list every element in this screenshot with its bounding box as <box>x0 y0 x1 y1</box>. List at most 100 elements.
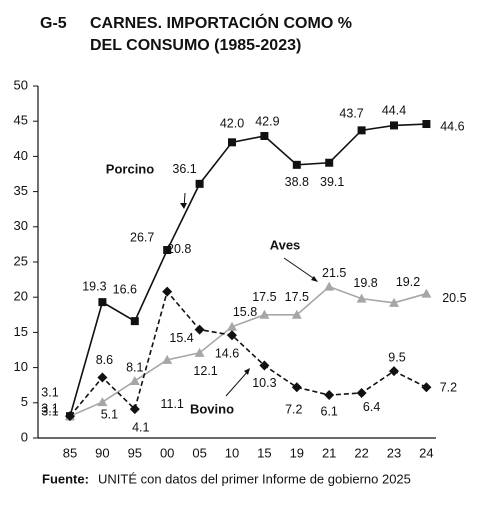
data-label: 5.1 <box>101 407 118 421</box>
data-label: 3.1 <box>41 401 58 415</box>
y-tick-label: 15 <box>14 324 28 339</box>
x-tick-label: 10 <box>225 445 239 460</box>
marker <box>356 293 367 303</box>
marker <box>97 372 108 383</box>
arrow-head <box>311 276 318 282</box>
marker <box>291 382 302 393</box>
x-tick-label: 00 <box>160 445 174 460</box>
marker <box>325 158 334 167</box>
source-label: Fuente: <box>42 471 89 486</box>
data-label: 43.7 <box>339 107 363 121</box>
y-tick-label: 30 <box>14 218 28 233</box>
data-label: 19.2 <box>396 275 420 289</box>
series-line <box>69 285 427 417</box>
marker <box>129 375 140 385</box>
data-label: 11.1 <box>160 397 183 411</box>
marker <box>227 330 237 341</box>
marker <box>324 390 335 401</box>
y-tick-label: 50 <box>14 77 28 92</box>
data-label: 26.7 <box>130 230 154 244</box>
marker <box>422 120 431 129</box>
x-tick-label: 22 <box>354 445 368 460</box>
x-tick-label: 24 <box>419 445 433 460</box>
y-tick-label: 40 <box>14 148 28 163</box>
chart-title: CARNES. IMPORTACIÓN COMO % <box>90 13 352 32</box>
data-label: 15.8 <box>233 305 257 319</box>
marker <box>421 288 432 298</box>
data-label: 21.5 <box>322 266 346 280</box>
data-label: 42.0 <box>220 117 244 131</box>
marker <box>98 298 107 307</box>
data-label: 20.8 <box>167 242 191 256</box>
marker <box>227 321 237 331</box>
marker <box>228 138 236 147</box>
arrow <box>225 369 250 397</box>
data-label: 17.5 <box>252 290 276 304</box>
marker <box>194 347 205 357</box>
data-label: 38.8 <box>285 175 309 189</box>
series-line <box>69 289 427 417</box>
x-tick-label: 21 <box>322 445 336 460</box>
data-label: 9.5 <box>388 350 405 364</box>
data-label: 16.6 <box>113 282 137 296</box>
marker <box>162 286 173 297</box>
chart-title: DEL CONSUMO (1985-2023) <box>90 37 301 54</box>
source: UNITÉ con datos del primer Informe de go… <box>98 471 411 486</box>
marker <box>259 309 270 319</box>
data-label: 12.1 <box>193 364 217 378</box>
marker <box>292 160 301 169</box>
data-label: 8.6 <box>96 353 113 367</box>
marker <box>421 382 432 393</box>
y-tick-label: 25 <box>14 253 28 268</box>
marker <box>389 297 399 307</box>
marker <box>356 387 367 398</box>
x-tick-label: 85 <box>63 445 77 460</box>
data-label: 14.6 <box>215 347 239 361</box>
data-label: 3.1 <box>41 404 58 418</box>
data-label: 36.1 <box>172 162 196 176</box>
y-tick-label: 20 <box>14 289 28 304</box>
data-label: 17.5 <box>285 290 309 304</box>
data-label: 10.3 <box>252 376 276 390</box>
marker <box>97 397 108 407</box>
data-label: 4.1 <box>132 420 149 434</box>
series-line <box>69 123 427 417</box>
data-label: 44.6 <box>440 119 464 133</box>
data-label: 19.3 <box>82 279 106 293</box>
data-label: 6.1 <box>321 404 338 418</box>
data-label: 44.4 <box>382 104 406 118</box>
series-name: Bovino <box>190 401 234 416</box>
marker <box>195 179 204 188</box>
data-label: 6.4 <box>363 400 380 414</box>
x-tick-label: 23 <box>387 445 401 460</box>
series-name: Porcino <box>106 161 154 176</box>
data-label: 7.2 <box>440 381 457 395</box>
marker <box>259 360 270 371</box>
data-label: 3.1 <box>41 385 58 399</box>
x-tick-label: 95 <box>128 445 142 460</box>
y-tick-label: 0 <box>21 429 28 444</box>
y-tick-label: 35 <box>14 183 28 198</box>
data-label: 8.1 <box>126 360 143 374</box>
marker <box>389 366 399 377</box>
marker <box>163 246 172 255</box>
x-tick-label: 15 <box>257 445 271 460</box>
data-label: 7.2 <box>285 403 302 417</box>
marker <box>194 324 205 335</box>
y-tick-label: 5 <box>21 394 28 409</box>
x-tick-label: 19 <box>290 445 304 460</box>
marker <box>324 281 335 291</box>
marker <box>291 309 302 319</box>
x-tick-label: 05 <box>192 445 206 460</box>
marker <box>65 411 75 422</box>
data-label: 19.8 <box>353 276 377 290</box>
marker <box>390 121 398 130</box>
x-tick-label: 90 <box>95 445 109 460</box>
marker <box>130 317 139 326</box>
y-tick-label: 45 <box>14 113 28 128</box>
arrow <box>283 257 317 281</box>
chart-label: G-5 <box>40 15 67 32</box>
marker <box>129 404 140 415</box>
data-label: 42.9 <box>255 114 279 128</box>
